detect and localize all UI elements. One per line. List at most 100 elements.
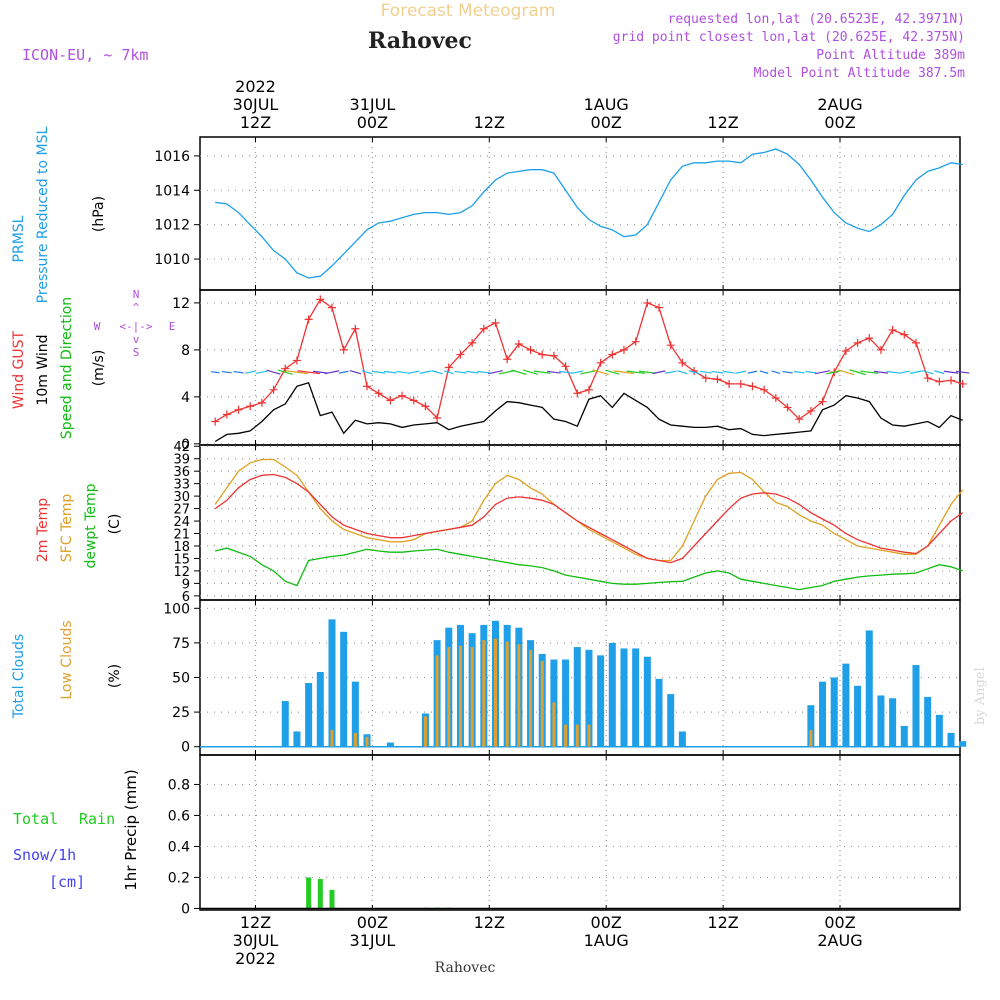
total-cloud-bar (830, 677, 838, 747)
low-cloud-bar (330, 730, 334, 747)
gust-marker (958, 379, 967, 388)
wind-dir-label: Speed and Direction (59, 297, 75, 439)
top-date-label: 12Z (474, 113, 505, 132)
gust-marker (818, 397, 827, 406)
gust-marker (725, 379, 734, 388)
top-date-label: 2AUG (817, 95, 862, 114)
gust-marker (339, 345, 348, 354)
temperature-ytick-label: 18 (173, 540, 190, 555)
dewpoint-line (215, 547, 963, 591)
total-cloud-bar (386, 742, 394, 747)
wind-dir-arrow (533, 370, 551, 374)
temp-unit: (C) (107, 514, 123, 535)
prmsl-line (215, 148, 963, 279)
total-cloud-bar (924, 696, 932, 747)
pressure-unit: (hPa) (91, 196, 107, 232)
temperature-ytick-label: 9 (182, 577, 190, 592)
total-cloud-bar (842, 663, 850, 747)
precip-ytick-label: 0 (181, 901, 190, 917)
gust-marker (316, 295, 325, 304)
low-cloud-bar (517, 644, 521, 747)
total-cloud-bar (340, 631, 348, 747)
total-cloud-bar (947, 732, 955, 747)
gust-marker (363, 382, 372, 391)
wind-ytick-label: 4 (181, 390, 190, 406)
gust-marker (479, 324, 488, 333)
wind-dir-arrow (652, 370, 666, 375)
gust-marker (526, 345, 535, 354)
grid-point-coords: grid point closest lon,lat (20.625E, 42.… (613, 30, 965, 45)
gust-marker (304, 315, 313, 324)
clouds-panel: 0 25 50 75 100 (163, 599, 967, 756)
total-cloud-bar (935, 714, 943, 747)
rain-label: Rain (79, 810, 115, 828)
gust-marker (468, 338, 477, 347)
clouds-ytick-label: 50 (172, 671, 190, 687)
wind-dir-arrow (312, 370, 328, 374)
wind-dir-arrow (626, 370, 645, 374)
gust-marker (736, 379, 745, 388)
rain-bar (306, 877, 312, 909)
gust-marker (234, 405, 243, 414)
bottom-date-label: 00Z (591, 913, 622, 932)
pressure-frame (199, 136, 961, 291)
wind-labels: Wind GUST 10m Wind Speed and Direction (… (11, 288, 175, 439)
wind-dir-arrow (782, 370, 793, 374)
gust-marker (573, 389, 582, 398)
wind-dir-arrow (814, 370, 831, 375)
point-altitude: Point Altitude 389m (816, 48, 965, 63)
gust-marker (655, 303, 664, 312)
total-label: Total (13, 810, 58, 828)
t2m-line (214, 473, 964, 564)
gust-marker (666, 341, 675, 350)
gust-marker (374, 389, 383, 398)
wind-dir-arrow (613, 370, 634, 375)
wind-dir-arrow (255, 370, 269, 375)
wind-dir-arrow (443, 370, 454, 375)
gust-marker (386, 396, 395, 405)
prmsl-label: PRMSL (11, 215, 27, 262)
rain-bar (329, 889, 335, 909)
wind-dir-arrow (723, 370, 735, 374)
total-cloud-bar (667, 694, 675, 747)
wind-dir-arrow (477, 370, 491, 374)
wind-dir-arrow (349, 369, 362, 375)
wind-dir-arrow (759, 370, 769, 374)
total-cloud-bar (573, 647, 581, 747)
gust-marker (409, 396, 418, 405)
total-cloud-bar (807, 705, 815, 747)
compass-e: E (169, 320, 176, 333)
wind-dir-arrow (910, 370, 922, 374)
gust-marker (771, 394, 780, 403)
gust-marker (327, 303, 336, 312)
wind-dir-arrow (211, 371, 220, 374)
wind-dir-arrow (955, 370, 970, 374)
total-cloud-bar (316, 671, 324, 747)
total-cloud-bar (351, 681, 359, 747)
wind-panel: 0 4 8 12 (172, 289, 970, 453)
precip-ytick-label: 0.4 (168, 839, 190, 855)
gust-marker (619, 345, 628, 354)
gust-marker (853, 338, 862, 347)
wind-dir-arrow (419, 370, 432, 374)
total-cloud-bar (562, 659, 570, 747)
wind-dir-arrow (886, 370, 899, 374)
clouds-ytick-label: 100 (163, 601, 190, 617)
precip-frame (199, 754, 961, 911)
clouds-ytick-label: 0 (181, 740, 190, 756)
gust-marker (503, 355, 512, 364)
wind-dir-arrow (297, 370, 320, 375)
wind-dir-arrow (277, 369, 293, 375)
total-cloud-bar (655, 678, 663, 747)
model-point-altitude: Model Point Altitude 387.5m (754, 66, 965, 81)
gust-marker (491, 318, 500, 327)
gust-marker (561, 362, 570, 371)
wind-dir-arrow (498, 369, 516, 375)
temperature-ytick-label: 42 (173, 440, 190, 455)
cloud-unit: (%) (107, 664, 123, 688)
precip-ytick-label: 0.6 (168, 808, 190, 824)
gust-marker (783, 403, 792, 412)
pressure-ytick-label: 1010 (154, 252, 190, 268)
pressure-ytick-label: 1014 (154, 183, 190, 199)
